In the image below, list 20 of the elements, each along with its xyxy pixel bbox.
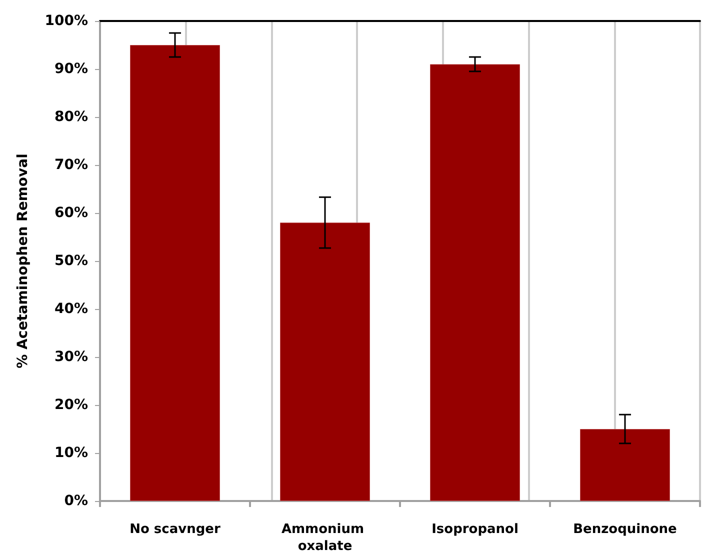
x-tick-label: No scavnger [130,522,221,537]
bar [280,222,370,501]
y-tick-label: 50% [54,253,88,269]
y-tick-label: 70% [54,157,88,173]
y-tick-label: 90% [54,61,88,77]
y-tick-label: 0% [64,493,88,509]
y-tick-label: 40% [54,301,88,317]
x-tick-label: Benzoquinone [573,522,678,537]
y-tick-label: 80% [54,109,88,125]
y-tick-label: 20% [54,397,88,413]
y-tick-label: 30% [54,349,88,365]
x-tick-label: Isopropanol [432,522,518,537]
bar [580,429,670,501]
y-axis-title: % Acetaminophen Removal [15,154,31,368]
bar [430,64,520,501]
bar [130,45,220,501]
y-tick-label: 10% [54,445,88,461]
y-tick-label: 100% [44,13,88,29]
x-tick-label: Ammonium oxalate [281,522,369,554]
y-tick-label: 60% [54,205,88,221]
